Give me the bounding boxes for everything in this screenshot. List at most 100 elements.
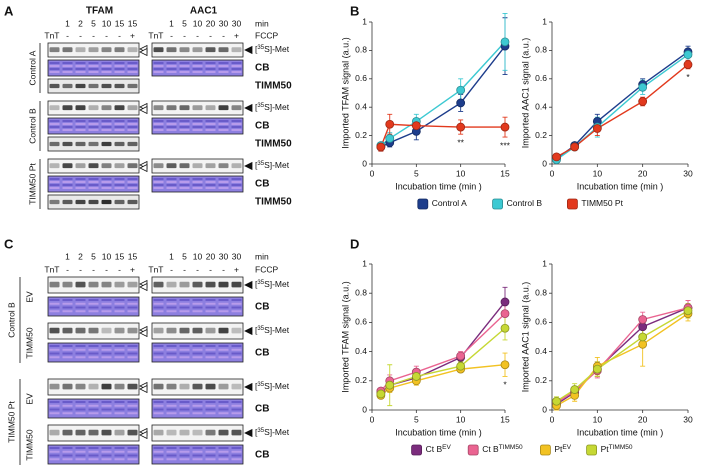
blot-band [75, 123, 86, 125]
blot-band [75, 356, 86, 359]
blot-band [101, 450, 112, 453]
blot-band [88, 458, 99, 461]
blot-band [192, 123, 203, 125]
blot-band [114, 401, 125, 403]
time-label: 30 [232, 251, 242, 261]
blot-band [75, 65, 86, 67]
blot-band [62, 408, 73, 411]
series-line [380, 364, 506, 396]
blot-band [88, 348, 99, 351]
time-label: 1 [169, 18, 174, 28]
blot-band [166, 401, 177, 403]
met-blot [151, 378, 244, 396]
blot-band [218, 310, 229, 313]
blot-band [205, 178, 216, 180]
y-tick-label: 0 [542, 404, 547, 414]
arrowhead [244, 103, 253, 113]
blot-band [62, 141, 73, 147]
legend-label: Ct BTIMM50 [482, 444, 523, 455]
blot-band [101, 62, 112, 64]
blot-band [49, 181, 60, 183]
data-point [376, 142, 386, 152]
blot-band [62, 62, 73, 64]
fccp-sign: - [183, 264, 186, 274]
blot-band [231, 178, 242, 180]
blot-band [114, 184, 125, 186]
blot-band [166, 327, 177, 334]
fccp-sign: - [170, 30, 173, 40]
blot-band [127, 65, 138, 67]
blot-band [127, 458, 138, 461]
cb-blot [151, 117, 244, 135]
blot-band [88, 408, 99, 411]
arrowhead [244, 326, 253, 336]
cb-blot [151, 398, 244, 419]
blot-band [205, 345, 216, 347]
blot-band [88, 345, 99, 347]
blot-band [101, 352, 112, 355]
blot-band [179, 450, 190, 453]
y-axis-title: Imported TFAM signal (a.u.) [340, 281, 350, 392]
blot-band [231, 62, 242, 64]
met-blot [47, 100, 140, 116]
cb-blot [151, 296, 244, 317]
legend-name: Ct B [426, 444, 443, 454]
blot-band [114, 83, 125, 89]
y-tick-label: 0 [542, 158, 547, 168]
time-label: 10 [102, 18, 112, 28]
blot-band [75, 404, 86, 407]
time-label: 10 [102, 251, 112, 261]
panel-letter: A [4, 3, 14, 18]
label-part: 35 [257, 326, 264, 332]
blot-band [179, 454, 190, 457]
blot-band [49, 126, 60, 128]
blot-band [49, 47, 60, 53]
blot-band [127, 199, 138, 205]
blot-band [114, 450, 125, 453]
blot-band [114, 447, 125, 449]
blot-band [153, 302, 164, 305]
blot-band [75, 458, 86, 461]
label-part: [ [255, 381, 258, 391]
blot-band [153, 184, 164, 186]
blot-band [75, 429, 86, 436]
blot-band [114, 126, 125, 128]
tnt-label: TnT [44, 30, 59, 40]
blot-band [88, 65, 99, 67]
blot-band [153, 450, 164, 453]
legend-swatch [467, 444, 479, 456]
blot-band [127, 327, 138, 334]
met-blot [151, 42, 244, 58]
blot-band [153, 120, 164, 122]
blot-band [231, 404, 242, 407]
blot-band [127, 429, 138, 436]
blot-band [179, 163, 190, 169]
blot-background [151, 100, 244, 116]
blot-band [88, 450, 99, 453]
blot-background [47, 100, 140, 116]
y-tick-label: 0.2 [355, 130, 367, 140]
blot-band [101, 302, 112, 305]
met-blot [151, 322, 244, 340]
fccp-sign: - [79, 30, 82, 40]
label-part: 35 [257, 45, 264, 51]
blot-band [49, 302, 60, 305]
data-point [385, 119, 395, 129]
blot-band [88, 105, 99, 111]
blot-band [62, 352, 73, 355]
label-part: S]-Met [264, 160, 290, 170]
blot-band [62, 126, 73, 128]
met-blot [47, 322, 140, 340]
blot-band [88, 141, 99, 147]
blot-band [101, 199, 112, 205]
series-line [380, 327, 506, 395]
group-label: TIMM50 Pt [6, 401, 16, 443]
legend-name: Control A [432, 198, 467, 208]
y-tick-label: 0.4 [535, 101, 547, 111]
blot-band [205, 306, 216, 309]
label-part: 35 [257, 428, 264, 434]
blot-band [127, 178, 138, 180]
blot-band [101, 447, 112, 449]
cb-blot [151, 175, 244, 193]
y-axis-title: Imported AAC1 signal (a.u.) [520, 282, 530, 393]
